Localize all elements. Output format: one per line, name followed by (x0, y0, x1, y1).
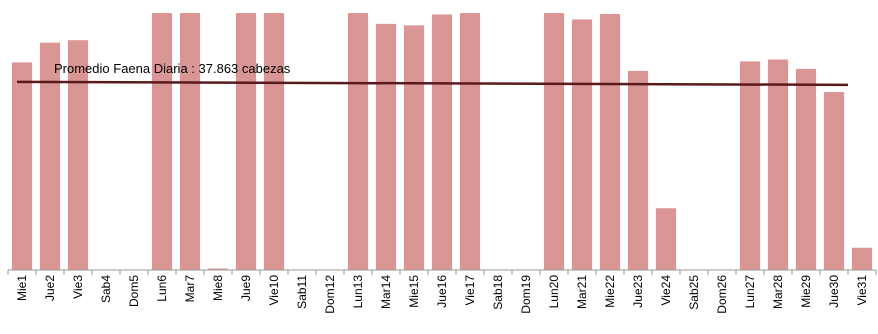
x-tick-label-Vie24: Vie24 (659, 275, 673, 306)
x-tick-label-Lun13: Lun13 (351, 275, 365, 309)
bar-Lun27 (739, 61, 761, 271)
bar-Mie22 (599, 13, 621, 271)
average-label: Promedio Faena Diaria : 37.863 cabezas (54, 61, 291, 76)
x-tick-label-Sab18: Sab18 (491, 275, 505, 310)
bar-Vie3 (67, 40, 89, 271)
bar-Mar28 (767, 59, 789, 271)
bar-Mie29 (795, 68, 817, 270)
x-tick-label-Dom19: Dom19 (519, 275, 533, 314)
bar-Mie15 (403, 25, 425, 270)
bar-Lun13 (347, 13, 369, 270)
x-tick-label-Vie3: Vie3 (71, 275, 85, 299)
x-tick-label-Mie15: Mie15 (407, 275, 421, 308)
x-tick-label-Dom12: Dom12 (323, 275, 337, 314)
x-tick-label-Sab4: Sab4 (99, 275, 113, 303)
bar-Jue23 (627, 70, 649, 270)
x-tick-label-Jue9: Jue9 (239, 275, 253, 301)
bar-Mie8 (207, 268, 229, 270)
x-tick-label-Lun27: Lun27 (743, 275, 757, 309)
x-axis-ticks (7, 270, 877, 275)
x-tick-label-Jue30: Jue30 (827, 275, 841, 308)
bar-Mar21 (571, 19, 593, 271)
x-tick-label-Lun20: Lun20 (547, 275, 561, 309)
x-tick-label-Vie17: Vie17 (463, 275, 477, 306)
bar-Vie17 (459, 13, 481, 270)
bar-Mar7 (179, 13, 201, 270)
x-tick-label-Mar28: Mar28 (771, 275, 785, 309)
x-tick-label-Mar7: Mar7 (183, 275, 197, 303)
x-tick-label-Sab25: Sab25 (687, 275, 701, 310)
bar-Lun20 (543, 13, 565, 270)
x-tick-label-Mar21: Mar21 (575, 275, 589, 309)
bar-Mie1 (11, 62, 33, 270)
x-tick-label-Lun6: Lun6 (155, 275, 169, 302)
x-tick-label-Sab11: Sab11 (295, 275, 309, 309)
bars-group (11, 13, 873, 271)
x-tick-label-Vie31: Vie31 (855, 275, 869, 306)
x-tick-label-Jue2: Jue2 (43, 275, 57, 301)
x-tick-label-Vie10: Vie10 (267, 275, 281, 306)
x-axis-tick-labels: Mie1 Jue2 Vie3 Sab4 Dom5 Lun6 Mar7 Mie8 Jue9 Vie1… (15, 275, 869, 314)
bar-Vie10 (263, 13, 285, 270)
bar-Jue2 (39, 42, 61, 271)
x-tick-label-Dom5: Dom5 (127, 275, 141, 307)
x-tick-label-Mie22: Mie22 (603, 275, 617, 308)
bar-Mar14 (375, 23, 397, 271)
x-tick-label-Mar14: Mar14 (379, 275, 393, 309)
bar-Jue16 (431, 14, 453, 271)
x-tick-label-Mie1: Mie1 (15, 275, 29, 301)
average-line (16, 80, 849, 87)
x-tick-label-Mie29: Mie29 (799, 275, 813, 308)
x-tick-label-Jue23: Jue23 (631, 275, 645, 308)
bar-Vie24 (655, 208, 677, 270)
bar-Lun6 (151, 13, 173, 270)
x-tick-label-Dom26: Dom26 (715, 275, 729, 314)
x-tick-label-Mie8: Mie8 (211, 275, 225, 301)
bar-Vie31 (851, 247, 873, 270)
bar-Jue30 (823, 92, 845, 270)
bar-Jue9 (235, 13, 257, 270)
x-tick-label-Jue16: Jue16 (435, 275, 449, 308)
